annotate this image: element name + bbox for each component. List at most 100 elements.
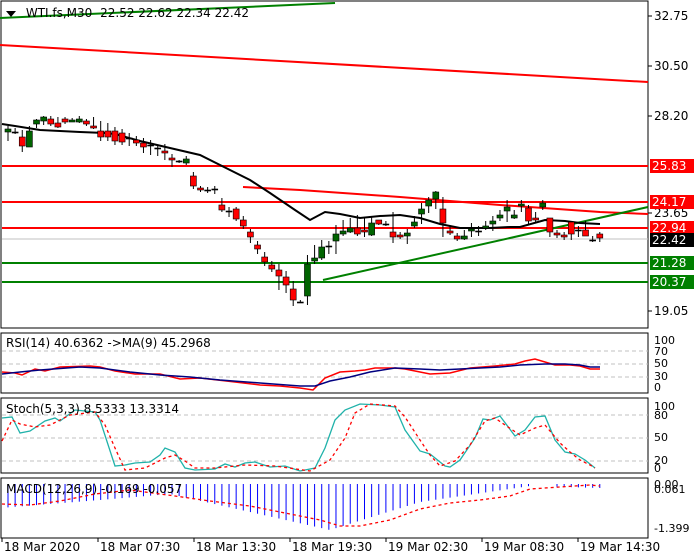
bear-candle <box>553 232 561 236</box>
ascending-green-trendline[interactable] <box>322 206 649 281</box>
bear-candle <box>83 120 90 125</box>
bear-candle <box>596 233 604 239</box>
rsi-levels <box>2 350 648 378</box>
bear-candle <box>47 118 55 125</box>
bull-candle <box>40 116 47 122</box>
price-tag-resistance: 25.83 <box>650 159 694 173</box>
stoch-tick: 100 <box>654 400 675 413</box>
price-tag-support: 21.28 <box>650 256 694 270</box>
bear-candle <box>375 219 383 225</box>
bear-candle <box>254 244 261 250</box>
bear-candle <box>118 132 126 143</box>
bear-candle <box>567 221 575 235</box>
stoch-panel-frame <box>0 397 649 474</box>
bull-candle <box>403 232 411 237</box>
bear-candle <box>532 217 539 221</box>
symbol-label: WTI.fs,M30 <box>25 6 93 20</box>
bear-candle <box>325 245 333 248</box>
stoch-levels <box>2 414 648 462</box>
macd-panel-frame <box>0 477 649 539</box>
bear-candle <box>389 231 397 238</box>
macd-tick: 0.00 <box>654 478 679 491</box>
bear-candle <box>589 239 596 242</box>
bull-candle <box>418 208 425 215</box>
bull-candle <box>125 137 133 140</box>
bull-candle <box>482 225 490 229</box>
stoch-tick: 20 <box>654 454 668 467</box>
time-label: 19 Mar 14:30 <box>580 540 661 554</box>
stoch-tick: 0 <box>654 462 661 475</box>
bull-candle <box>26 130 33 148</box>
bear-candle <box>133 139 140 144</box>
rsi-ma-line <box>1 363 600 387</box>
time-label: 19 Mar 02:30 <box>388 540 469 554</box>
bear-candle <box>232 208 240 220</box>
bull-candle <box>368 222 375 236</box>
stoch-tick: 80 <box>654 409 668 422</box>
price-tick-label: 23.65 <box>654 206 689 220</box>
time-label: 18 Mar 2020 <box>4 540 81 554</box>
bull-candle <box>76 118 83 123</box>
bear-candle <box>261 256 268 263</box>
rsi-title: RSI(14) 40.6362 ->MA(9) 45.2968 <box>6 336 211 350</box>
bull-candle <box>304 263 311 297</box>
stoch-tick: 50 <box>654 431 668 444</box>
bear-candle <box>453 235 461 240</box>
macd-signal-line <box>1 484 601 527</box>
bear-candle <box>282 276 290 286</box>
bull-candle <box>539 202 547 208</box>
ohlc-label: 22.52 22.62 22.34 22.42 <box>100 6 249 20</box>
time-label: 18 Mar 07:30 <box>100 540 181 554</box>
macd-histogram <box>7 484 601 530</box>
price-tag-support: 20.37 <box>650 275 694 289</box>
upper-green-trendline[interactable] <box>0 2 336 19</box>
bull-candle <box>575 229 582 232</box>
bear-candle <box>18 136 26 147</box>
short-red-trendline[interactable] <box>242 186 649 215</box>
bull-candle <box>432 191 440 200</box>
bull-candle <box>182 158 190 164</box>
price-tick-label: 30.50 <box>654 59 689 73</box>
bull-candle <box>382 223 390 226</box>
bull-candle <box>489 220 497 225</box>
bull-candle <box>332 233 340 242</box>
bull-candle <box>33 119 40 125</box>
chart-title[interactable]: WTI.fs,M30 22.52 22.62 22.34 22.42 <box>6 6 249 20</box>
bear-candle <box>90 125 97 129</box>
bull-candle <box>68 119 76 123</box>
rsi-tick: 0 <box>654 381 661 394</box>
bull-candle <box>11 131 19 134</box>
time-label: 19 Mar 08:30 <box>484 540 565 554</box>
bear-candle <box>439 208 447 224</box>
bear-candle <box>247 231 254 238</box>
time-label: 18 Mar 19:30 <box>292 540 373 554</box>
bull-candle <box>510 214 518 219</box>
bear-candle <box>582 229 589 237</box>
bull-candle <box>461 235 468 240</box>
bear-candle <box>97 130 104 138</box>
bear-candle <box>289 288 297 301</box>
bull-candle <box>318 246 326 259</box>
bear-candle <box>218 204 226 211</box>
rsi-tick: 30 <box>654 370 668 383</box>
bear-candle <box>297 301 304 304</box>
price-tag-resistance: 22.94 <box>650 221 694 235</box>
bear-candle <box>140 142 147 148</box>
bear-candle <box>147 144 154 147</box>
bull-candle <box>475 230 482 233</box>
rsi-tick: 100 <box>654 334 675 347</box>
triangle-down-icon[interactable] <box>6 10 16 17</box>
bull-candle <box>346 227 354 233</box>
bull-candle <box>339 230 347 235</box>
upper-red-trendline[interactable] <box>0 44 649 83</box>
bear-candle <box>190 175 197 187</box>
bear-candle <box>54 122 62 128</box>
bear-candle <box>161 150 169 154</box>
bear-candle <box>354 227 361 235</box>
time-label: 18 Mar 13:30 <box>196 540 277 554</box>
price-axis-ticks <box>648 15 652 312</box>
bull-candle <box>311 257 318 262</box>
bull-candle <box>503 206 511 212</box>
stoch-title: Stoch(5,3,3) 8.5333 13.3314 <box>6 402 180 416</box>
